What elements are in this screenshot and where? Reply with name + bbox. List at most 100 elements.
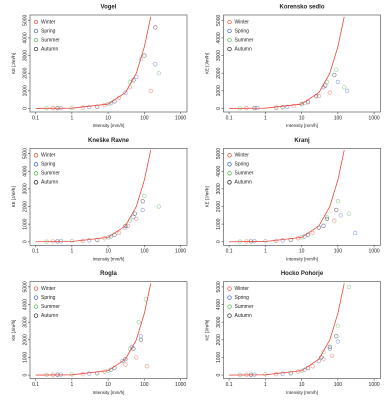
legend-label: Winter bbox=[41, 286, 56, 292]
point bbox=[335, 323, 340, 328]
point bbox=[324, 216, 330, 221]
point bbox=[145, 364, 150, 369]
chart-title: Kneške Ravne bbox=[88, 138, 130, 144]
point bbox=[134, 355, 139, 360]
y-tick-label: 4000 bbox=[216, 32, 222, 43]
x-tick-label: 0.1 bbox=[32, 249, 39, 255]
point bbox=[123, 357, 128, 362]
legend-marker bbox=[33, 153, 39, 158]
point bbox=[323, 83, 328, 88]
x-tick-label: 1000 bbox=[175, 115, 186, 121]
y-tick-label: 0 bbox=[22, 107, 28, 110]
legend-label: Summer bbox=[235, 304, 254, 310]
plot-frame bbox=[29, 14, 188, 113]
chart-title: Kranj bbox=[294, 138, 310, 144]
y-tick-label: 1000 bbox=[216, 352, 222, 363]
y-tick-label: 3000 bbox=[22, 183, 28, 194]
point bbox=[327, 344, 332, 349]
legend-label: Summer bbox=[41, 171, 60, 177]
y-tick-label: 2000 bbox=[22, 201, 28, 212]
y-tick-label: 4000 bbox=[22, 32, 28, 43]
x-axis-label: Intensity [mm/h] bbox=[286, 256, 318, 261]
y-tick-label: 2000 bbox=[216, 67, 222, 78]
legend-label: Autumn bbox=[41, 46, 58, 52]
fit-curve bbox=[35, 149, 152, 243]
plot-frame bbox=[223, 281, 381, 379]
chart-title: Korensko sedlo bbox=[279, 5, 324, 11]
y-tick-label: 3000 bbox=[216, 183, 222, 194]
point bbox=[342, 85, 347, 90]
legend-label: Autumn bbox=[235, 313, 252, 319]
x-tick-label: 1 bbox=[264, 115, 267, 121]
point bbox=[334, 207, 339, 213]
fit-curve bbox=[229, 16, 345, 109]
legend-label: Spring bbox=[41, 162, 56, 168]
x-tick-label: 100 bbox=[140, 382, 149, 388]
point bbox=[80, 372, 85, 377]
point bbox=[335, 199, 340, 204]
legend-label: Spring bbox=[235, 162, 250, 168]
point bbox=[353, 230, 358, 236]
x-tick-label: 10 bbox=[105, 382, 111, 388]
legend-marker bbox=[33, 28, 39, 34]
plot-area bbox=[35, 16, 161, 111]
legend-marker bbox=[33, 313, 39, 318]
legend-label: Winter bbox=[41, 153, 56, 159]
y-tick-label: 5000 bbox=[22, 15, 28, 26]
point bbox=[80, 238, 85, 243]
legend-marker bbox=[227, 153, 232, 158]
x-tick-label: 0.1 bbox=[32, 115, 39, 121]
y-tick-label: 4000 bbox=[22, 165, 28, 176]
chart-title: Vogel bbox=[101, 5, 117, 11]
legend-label: Summer bbox=[41, 37, 60, 43]
point bbox=[153, 62, 158, 67]
point bbox=[123, 362, 128, 367]
y-tick-label: 1000 bbox=[22, 352, 28, 363]
x-axis-label: Intensity [mm/h] bbox=[93, 256, 125, 261]
legend-marker bbox=[227, 304, 232, 309]
point bbox=[156, 204, 161, 209]
x-axis-label: Intensity [mm/h] bbox=[286, 123, 318, 128]
point bbox=[346, 211, 351, 216]
legend-label: Winter bbox=[235, 153, 250, 159]
point bbox=[324, 214, 330, 220]
y-tick-label: 2000 bbox=[216, 201, 222, 212]
legend-marker bbox=[33, 171, 39, 176]
legend-marker bbox=[33, 286, 39, 291]
plot-frame bbox=[223, 148, 381, 246]
y-tick-label: 2000 bbox=[22, 334, 28, 345]
y-tick-label: 5000 bbox=[22, 281, 28, 292]
y-tick-label: 1000 bbox=[216, 218, 222, 229]
point bbox=[327, 346, 332, 351]
x-tick-label: 1 bbox=[70, 382, 73, 388]
x-tick-label: 1000 bbox=[369, 249, 380, 255]
y-tick-label: 0 bbox=[216, 240, 222, 243]
x-tick-label: 1 bbox=[70, 115, 73, 121]
x-tick-label: 0.1 bbox=[226, 382, 233, 388]
point bbox=[123, 223, 128, 228]
point bbox=[123, 90, 128, 95]
point bbox=[140, 199, 145, 204]
legend-marker bbox=[33, 180, 39, 185]
y-tick-label: 1000 bbox=[216, 85, 222, 96]
point bbox=[332, 72, 337, 78]
y-axis-label: KE [J/m²h] bbox=[11, 53, 16, 74]
point bbox=[142, 193, 147, 199]
legend-label: Spring bbox=[235, 295, 250, 301]
point bbox=[274, 372, 279, 377]
legend-label: Winter bbox=[41, 19, 56, 25]
point bbox=[87, 104, 92, 110]
plot-area bbox=[229, 149, 358, 244]
plot-area bbox=[229, 16, 350, 111]
legend-label: Summer bbox=[235, 171, 254, 177]
legend-marker bbox=[227, 171, 232, 176]
point bbox=[116, 230, 122, 236]
point bbox=[280, 238, 285, 243]
plot-area bbox=[229, 283, 351, 377]
point bbox=[316, 94, 322, 99]
y-tick-label: 3000 bbox=[22, 50, 28, 61]
x-axis-label: Intensity [mm/h] bbox=[93, 390, 125, 395]
plot-area bbox=[35, 283, 152, 377]
legend-label: Autumn bbox=[235, 180, 252, 186]
